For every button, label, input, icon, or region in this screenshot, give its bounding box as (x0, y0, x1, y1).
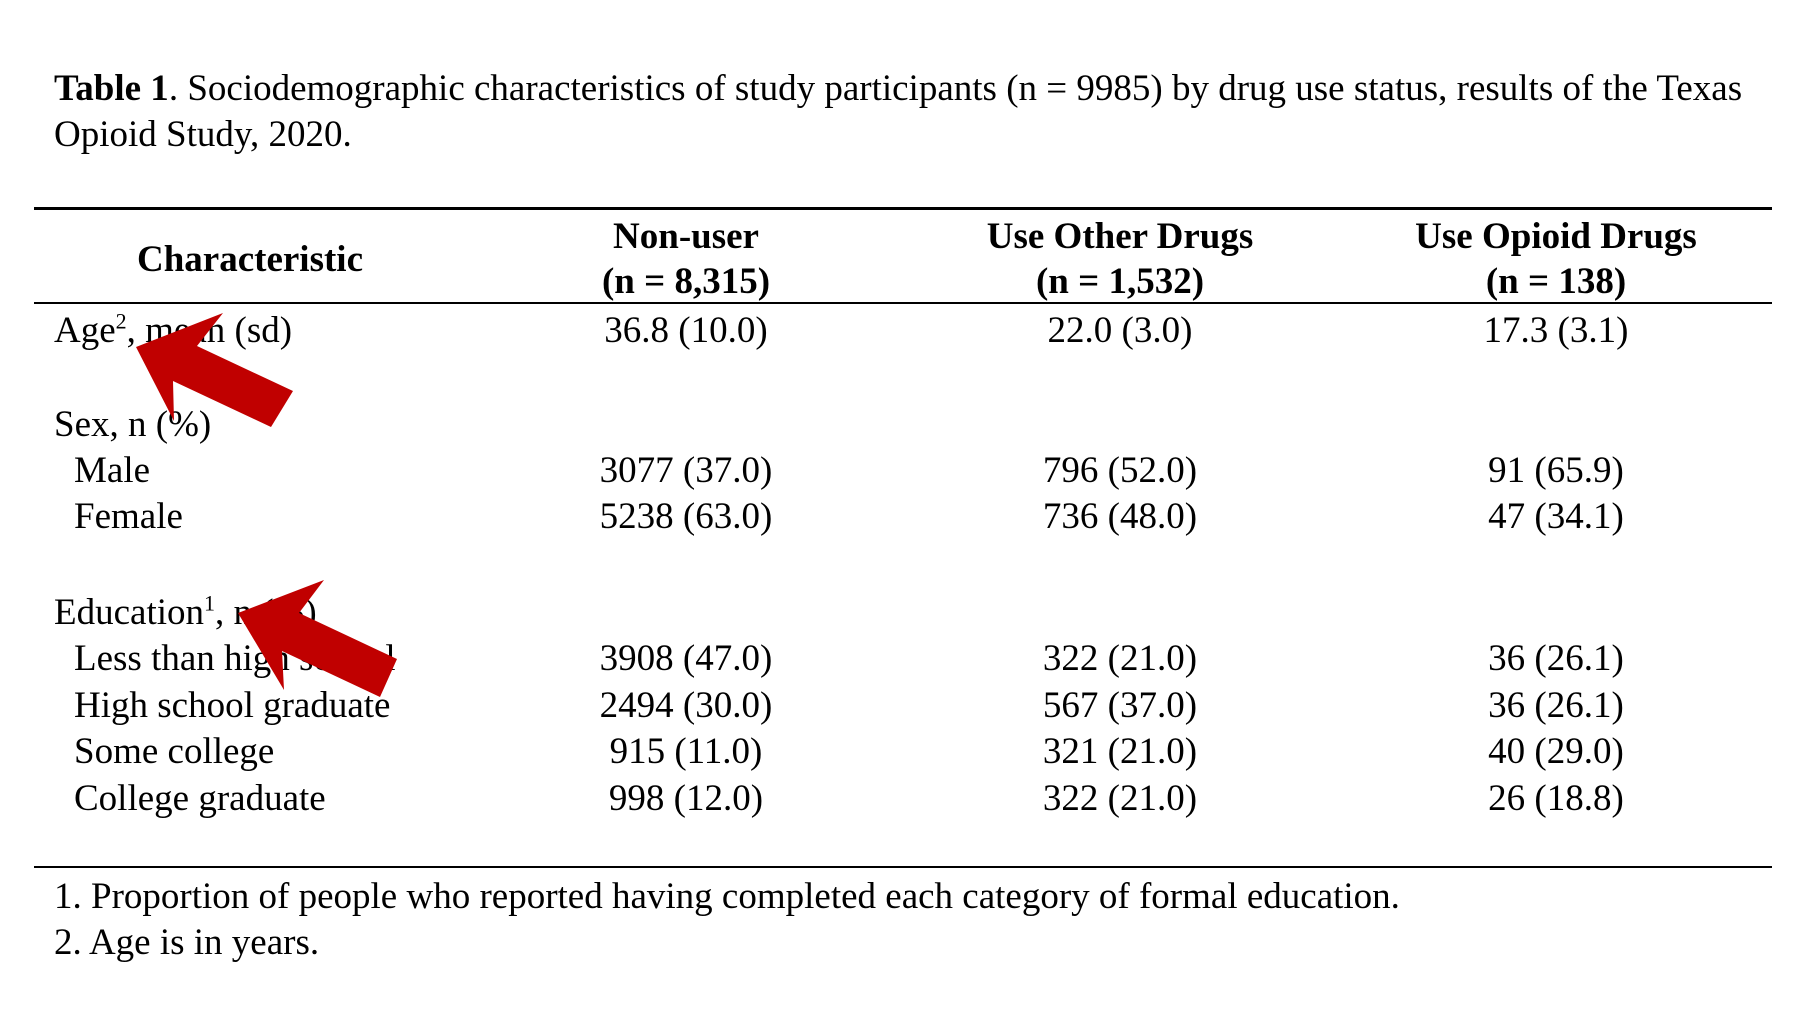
row-label: Some college (74, 731, 275, 772)
red-arrow-icon (238, 580, 397, 697)
education-footnote-marker: 1 (204, 590, 216, 616)
header-col3-name: Use Opioid Drugs (1415, 216, 1697, 257)
age-other-drugs: 22.0 (3.0) (1047, 310, 1193, 351)
value-opioid-drugs: 47 (34.1) (1488, 496, 1624, 537)
header-col1-n: (n = 8,315) (601, 261, 771, 302)
red-arrow-icon (136, 313, 293, 427)
value-other-drugs: 322 (21.0) (1042, 778, 1198, 819)
row-label: High school graduate (74, 685, 391, 726)
caption-text: . Sociodemographic characteristics of st… (54, 68, 1743, 155)
table-top-rule (34, 207, 1772, 210)
footnote-1: 1. Proportion of people who reported hav… (54, 876, 1400, 917)
age-opioid-drugs: 17.3 (3.1) (1483, 310, 1629, 351)
value-non-user: 5238 (63.0) (599, 496, 773, 537)
section-label-sex: Sex, n (%) (54, 404, 212, 445)
value-other-drugs: 736 (48.0) (1042, 496, 1198, 537)
table-header-rule (34, 302, 1772, 304)
header-col3-n: (n = 138) (1485, 261, 1627, 302)
header-characteristic: Characteristic (136, 239, 364, 280)
value-other-drugs: 322 (21.0) (1042, 638, 1198, 679)
row-label: Male (74, 450, 151, 491)
table-caption: Table 1. Sociodemographic characteristic… (54, 66, 1754, 158)
age-label: Age (54, 310, 116, 351)
value-non-user: 3908 (47.0) (599, 638, 773, 679)
value-non-user: 3077 (37.0) (599, 450, 773, 491)
caption-label: Table 1 (54, 68, 169, 109)
value-non-user: 2494 (30.0) (599, 685, 773, 726)
footnote-2: 2. Age is in years. (54, 922, 320, 963)
value-other-drugs: 321 (21.0) (1042, 731, 1198, 772)
header-col2-name: Use Other Drugs (986, 216, 1254, 257)
value-opioid-drugs: 36 (26.1) (1488, 685, 1624, 726)
value-opioid-drugs: 26 (18.8) (1488, 778, 1624, 819)
value-other-drugs: 567 (37.0) (1042, 685, 1198, 726)
age-non-user: 36.8 (10.0) (604, 310, 768, 351)
header-col1-name: Non-user (613, 216, 759, 257)
age-footnote-marker: 2 (115, 308, 127, 334)
row-label: College graduate (74, 778, 326, 819)
value-other-drugs: 796 (52.0) (1042, 450, 1198, 491)
value-opioid-drugs: 36 (26.1) (1488, 638, 1624, 679)
header-col2-n: (n = 1,532) (1035, 261, 1205, 302)
table-bottom-rule (34, 866, 1772, 868)
value-non-user: 998 (12.0) (608, 778, 764, 819)
education-label: Education (54, 592, 205, 633)
value-non-user: 915 (11.0) (609, 731, 763, 772)
value-opioid-drugs: 91 (65.9) (1488, 450, 1624, 491)
row-label: Female (74, 496, 183, 537)
value-opioid-drugs: 40 (29.0) (1488, 731, 1624, 772)
